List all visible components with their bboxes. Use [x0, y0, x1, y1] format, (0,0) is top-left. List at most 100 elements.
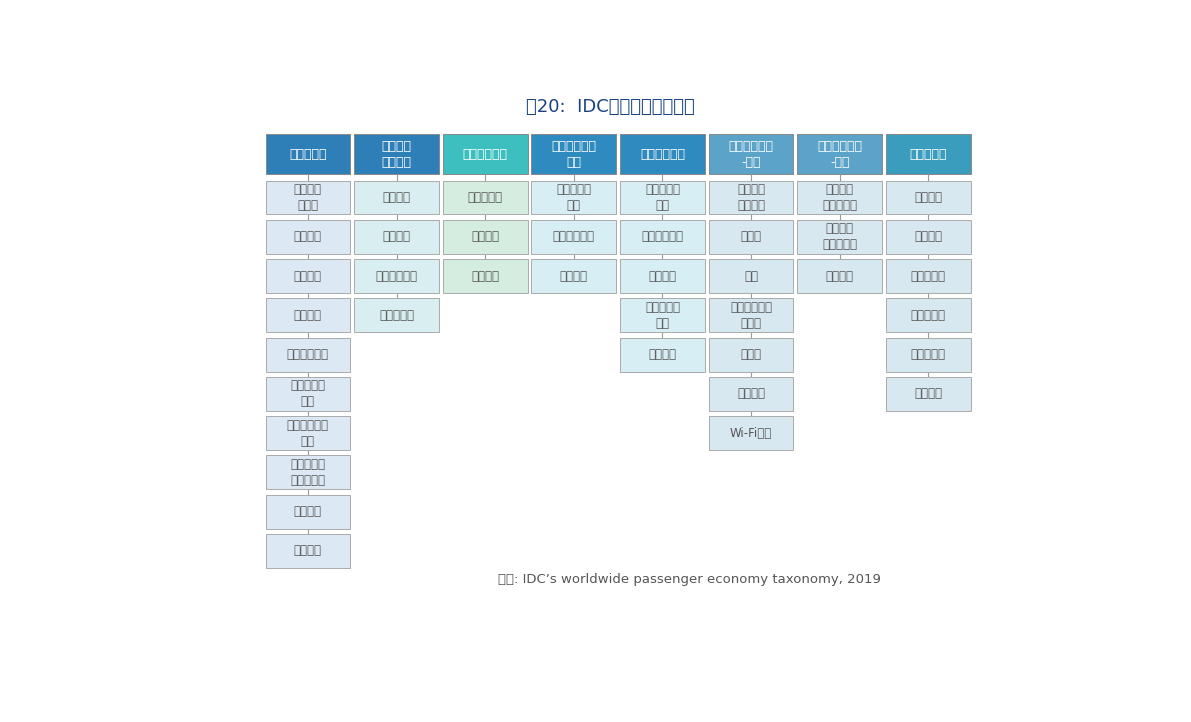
FancyBboxPatch shape [531, 220, 616, 253]
Text: 数字汽车消费
服务: 数字汽车消费 服务 [551, 140, 597, 169]
Text: 内容流: 内容流 [741, 230, 761, 243]
FancyBboxPatch shape [266, 377, 350, 411]
FancyBboxPatch shape [621, 259, 705, 293]
Text: 司机收费
及税务: 司机收费 及税务 [294, 183, 322, 212]
Text: 空中巴士: 空中巴士 [915, 230, 942, 243]
Text: 自主汽车保险: 自主汽车保险 [642, 230, 684, 243]
FancyBboxPatch shape [443, 180, 528, 214]
FancyBboxPatch shape [886, 259, 971, 293]
FancyBboxPatch shape [709, 377, 793, 411]
Text: 道路及紧急
救援: 道路及紧急 救援 [291, 379, 325, 409]
Text: 智能助理: 智能助理 [737, 388, 765, 401]
Text: 共享汽车保险: 共享汽车保险 [553, 230, 594, 243]
FancyBboxPatch shape [797, 180, 883, 214]
Text: 智能停车: 智能停车 [382, 230, 411, 243]
Text: 数据即服务: 数据即服务 [289, 148, 326, 161]
Text: 移动应用
程序和商店: 移动应用 程序和商店 [822, 222, 858, 251]
FancyBboxPatch shape [443, 259, 528, 293]
FancyBboxPatch shape [443, 220, 528, 253]
FancyBboxPatch shape [709, 338, 793, 372]
Text: 专属通道: 专属通道 [382, 191, 411, 204]
FancyBboxPatch shape [709, 259, 793, 293]
FancyBboxPatch shape [354, 134, 439, 175]
Text: 收费和税收: 收费和税收 [379, 309, 414, 322]
FancyBboxPatch shape [531, 180, 616, 214]
FancyBboxPatch shape [797, 259, 883, 293]
Text: 先进公交: 先进公交 [915, 191, 942, 204]
FancyBboxPatch shape [886, 338, 971, 372]
Text: 智能交通管理: 智能交通管理 [375, 269, 418, 282]
Text: 共享汽车: 共享汽车 [915, 388, 942, 401]
FancyBboxPatch shape [709, 134, 793, 175]
FancyBboxPatch shape [266, 416, 350, 450]
FancyBboxPatch shape [621, 338, 705, 372]
FancyBboxPatch shape [354, 220, 439, 253]
Text: 增强现实
虚拟现实: 增强现实 虚拟现实 [737, 183, 765, 212]
Text: 位置信息: 位置信息 [294, 269, 322, 282]
Text: 数字汽车商务: 数字汽车商务 [462, 148, 507, 161]
FancyBboxPatch shape [266, 180, 350, 214]
Text: 软件更新: 软件更新 [648, 348, 676, 361]
Text: 泊车服务: 泊车服务 [294, 309, 322, 322]
FancyBboxPatch shape [266, 534, 350, 568]
Text: 数字汽车运营: 数字汽车运营 [640, 148, 685, 161]
FancyBboxPatch shape [531, 259, 616, 293]
FancyBboxPatch shape [266, 456, 350, 490]
Text: 移动应用程序
和商店: 移动应用程序 和商店 [730, 301, 772, 330]
FancyBboxPatch shape [266, 134, 350, 175]
FancyBboxPatch shape [621, 134, 705, 175]
Text: 基于使用量
的汽车保险: 基于使用量 的汽车保险 [291, 458, 325, 487]
Text: 保修服务: 保修服务 [294, 505, 322, 518]
FancyBboxPatch shape [621, 220, 705, 253]
FancyBboxPatch shape [797, 220, 883, 253]
Text: 智能助理: 智能助理 [560, 269, 588, 282]
FancyBboxPatch shape [886, 220, 971, 253]
Text: 远程信息处理
服务: 远程信息处理 服务 [287, 419, 329, 448]
FancyBboxPatch shape [709, 416, 793, 450]
Text: 资讯娱乐系统
-咨询: 资讯娱乐系统 -咨询 [817, 140, 862, 169]
Text: 游戏: 游戏 [744, 269, 759, 282]
FancyBboxPatch shape [709, 220, 793, 253]
FancyBboxPatch shape [886, 180, 971, 214]
Text: 资讯娱乐系统
-娱乐: 资讯娱乐系统 -娱乐 [729, 140, 774, 169]
Text: 地图和位置
服务: 地图和位置 服务 [556, 183, 591, 212]
Text: 实时交通
和道路信息: 实时交通 和道路信息 [822, 183, 858, 212]
Text: 身份验证和
支付: 身份验证和 支付 [646, 183, 680, 212]
Text: 车队管理: 车队管理 [294, 230, 322, 243]
FancyBboxPatch shape [709, 298, 793, 332]
Text: Wi-Fi热点: Wi-Fi热点 [730, 427, 772, 440]
FancyBboxPatch shape [709, 180, 793, 214]
Text: 叫车和共享: 叫车和共享 [911, 348, 946, 361]
FancyBboxPatch shape [797, 134, 883, 175]
FancyBboxPatch shape [266, 338, 350, 372]
FancyBboxPatch shape [354, 259, 439, 293]
Text: 车队学习: 车队学习 [648, 269, 676, 282]
Text: 图20:  IDC乘客经济市场分类: 图20: IDC乘客经济市场分类 [525, 98, 694, 116]
Text: 地图和位置
服务: 地图和位置 服务 [646, 301, 680, 330]
FancyBboxPatch shape [354, 298, 439, 332]
Text: 交付和访问: 交付和访问 [468, 191, 503, 204]
Text: 数码市场: 数码市场 [472, 230, 499, 243]
Text: 远程汽车服务: 远程汽车服务 [287, 348, 329, 361]
Text: 智能助理: 智能助理 [825, 269, 854, 282]
FancyBboxPatch shape [886, 298, 971, 332]
FancyBboxPatch shape [621, 180, 705, 214]
FancyBboxPatch shape [531, 134, 616, 175]
FancyBboxPatch shape [443, 134, 528, 175]
Text: 出行即服务: 出行即服务 [910, 148, 947, 161]
FancyBboxPatch shape [266, 259, 350, 293]
FancyBboxPatch shape [266, 298, 350, 332]
Text: 来源: IDCʼs worldwide passenger economy taxonomy, 2019: 来源: IDCʼs worldwide passenger economy ta… [498, 573, 880, 586]
FancyBboxPatch shape [266, 495, 350, 529]
FancyBboxPatch shape [354, 180, 439, 214]
Text: 车载采购: 车载采购 [472, 269, 499, 282]
FancyBboxPatch shape [886, 377, 971, 411]
FancyBboxPatch shape [886, 134, 971, 175]
Text: 模块化运输: 模块化运输 [911, 309, 946, 322]
FancyBboxPatch shape [621, 298, 705, 332]
Text: 微移动服务: 微移动服务 [911, 269, 946, 282]
Text: 个性化: 个性化 [741, 348, 761, 361]
Text: 车辆状态: 车辆状态 [294, 544, 322, 557]
Text: 数字交通
基础设施: 数字交通 基础设施 [381, 140, 412, 169]
FancyBboxPatch shape [266, 220, 350, 253]
